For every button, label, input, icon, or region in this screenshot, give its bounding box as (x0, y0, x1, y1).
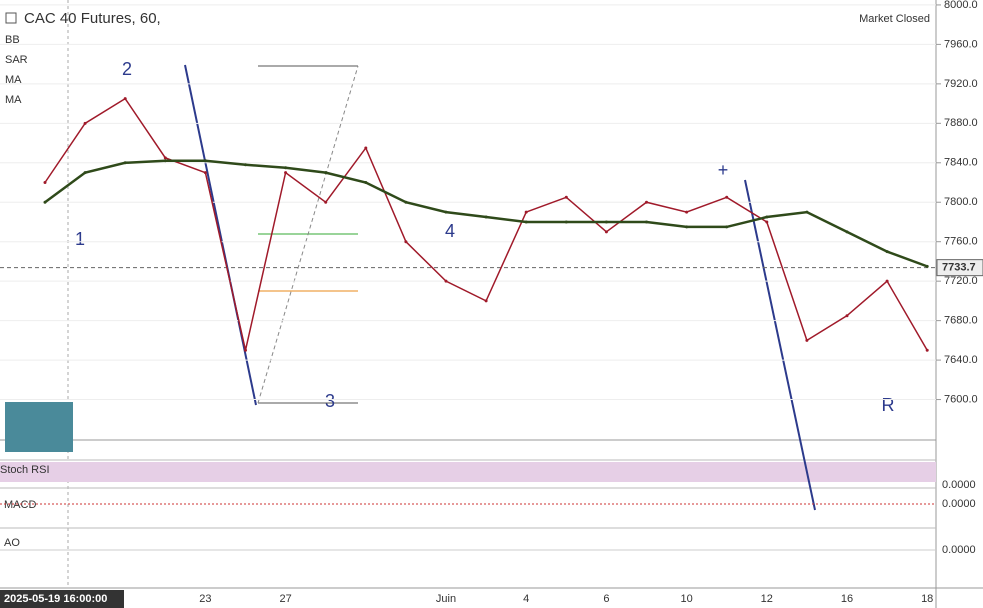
point (444, 210, 448, 214)
point (925, 348, 929, 352)
point (123, 97, 127, 101)
point (284, 166, 288, 170)
panel-zero: 0.0000 (942, 479, 976, 491)
last-price-label: 7733.7 (942, 262, 976, 274)
market-status: Market Closed (859, 13, 930, 25)
x-tick-label: 27 (279, 593, 291, 605)
point (324, 200, 328, 204)
point (203, 159, 207, 163)
collapse-icon[interactable] (5, 12, 17, 24)
point (444, 279, 448, 283)
y-tick-label: 7840.0 (944, 157, 978, 169)
y-tick-label: 7680.0 (944, 315, 978, 327)
point (725, 195, 729, 199)
y-tick-label: 7960.0 (944, 38, 978, 50)
point (805, 210, 809, 214)
point (845, 230, 849, 234)
point (604, 220, 608, 224)
point (83, 121, 87, 125)
point (43, 181, 47, 185)
point (404, 240, 408, 244)
y-tick-label: 7640.0 (944, 354, 978, 366)
panel-label: Stoch RSI (0, 464, 50, 476)
indicator-label[interactable]: SAR (5, 54, 28, 66)
point (203, 171, 207, 175)
x-tick-label: 12 (761, 593, 773, 605)
indicator-label[interactable]: MA (5, 94, 22, 106)
point (163, 159, 167, 163)
annotation: 1 (75, 229, 85, 249)
point (805, 338, 809, 342)
point (845, 314, 849, 318)
annotation: 4 (445, 221, 455, 241)
panel-zero: 0.0000 (942, 498, 976, 510)
point (404, 200, 408, 204)
point (43, 200, 47, 204)
arrow (184, 64, 257, 406)
point (244, 348, 247, 352)
point (564, 195, 568, 199)
point (685, 210, 689, 214)
point (244, 163, 247, 167)
point (885, 279, 889, 283)
x-tick-label: 10 (680, 593, 692, 605)
y-tick-label: 7600.0 (944, 393, 978, 405)
y-tick-label: 7920.0 (944, 78, 978, 90)
point (685, 225, 689, 229)
y-tick-label: 7760.0 (944, 236, 978, 248)
x-tick-label: 23 (199, 593, 211, 605)
panel-label: MACD (4, 499, 36, 511)
annotation: 3 (325, 391, 335, 411)
annotation: 2 (122, 59, 132, 79)
x-tick-label: 16 (841, 593, 853, 605)
annotation: + (718, 160, 729, 180)
point (284, 171, 288, 175)
indicator-label[interactable]: MA (5, 74, 22, 86)
panel-zero: 0.0000 (942, 544, 976, 556)
annotation: R (882, 395, 895, 415)
point (484, 299, 488, 303)
point (765, 215, 769, 219)
point (604, 230, 608, 234)
point (645, 220, 648, 224)
point (765, 220, 769, 224)
trend-line (257, 65, 359, 404)
chart-title: CAC 40 Futures, 60, (24, 10, 161, 27)
point (564, 220, 568, 224)
point (645, 200, 648, 204)
point (725, 225, 729, 229)
x-tick-label: Juin (436, 593, 456, 605)
last-price-box (936, 259, 983, 277)
y-tick-label: 7720.0 (944, 275, 978, 287)
point (163, 156, 167, 160)
point (364, 181, 368, 185)
logo (5, 402, 73, 452)
panel-label: AO (4, 537, 20, 549)
x-tick-label: 2025-05-19 16:00:00 (4, 593, 107, 605)
x-tick-label: 18 (921, 593, 933, 605)
crosshair-date-box (0, 590, 124, 608)
x-tick-label: 4 (523, 593, 529, 605)
point (83, 171, 87, 175)
point (123, 161, 127, 165)
stoch-band (0, 462, 936, 482)
point (885, 250, 889, 254)
y-tick-label: 8000.0 (944, 0, 978, 11)
point (524, 210, 528, 214)
point (524, 220, 528, 224)
y-tick-label: 7880.0 (944, 117, 978, 129)
y-tick-label: 7800.0 (944, 196, 978, 208)
point (324, 171, 328, 175)
point (484, 215, 488, 219)
point (925, 264, 929, 268)
point (364, 146, 368, 150)
arrow (744, 179, 816, 511)
x-tick-label: 6 (603, 593, 609, 605)
indicator-label[interactable]: BB (5, 34, 20, 46)
